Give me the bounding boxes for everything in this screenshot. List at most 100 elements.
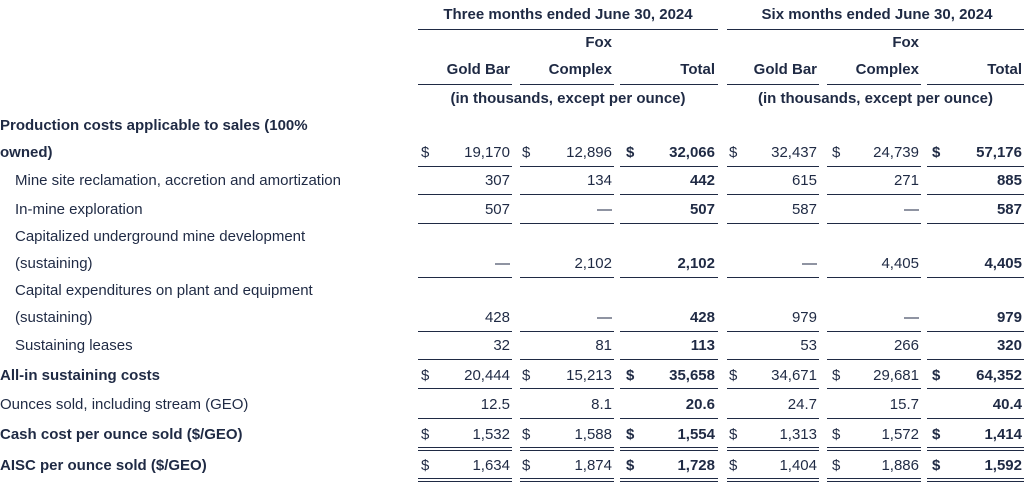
rule [927, 277, 1024, 278]
rule [418, 277, 512, 278]
divider [727, 29, 1024, 30]
row-label: (sustaining) [15, 309, 93, 327]
table-cell: 1,886 [839, 457, 919, 475]
rule [520, 223, 614, 224]
col-complex-s: Complex [827, 61, 919, 79]
rule [418, 418, 512, 419]
table-cell: 1,313 [737, 426, 817, 444]
table-cell: 53 [737, 337, 817, 355]
rule [620, 388, 718, 389]
currency-symbol: $ [626, 457, 634, 475]
double-rule [927, 481, 1024, 482]
rule [520, 277, 614, 278]
double-rule [520, 481, 614, 482]
rule [827, 388, 921, 389]
currency-symbol: $ [626, 144, 634, 162]
double-rule [520, 447, 614, 448]
col-total-s: Total [927, 61, 1022, 79]
double-rule [418, 478, 512, 479]
table-cell: 4,405 [942, 255, 1022, 273]
table-cell: — [737, 255, 817, 273]
currency-symbol: $ [522, 367, 530, 385]
double-rule [620, 447, 718, 448]
table-cell: 15.7 [839, 396, 919, 414]
table-cell: 1,728 [635, 457, 715, 475]
row-label: Production costs applicable to sales (10… [0, 117, 308, 135]
currency-symbol: $ [421, 144, 429, 162]
rule [418, 359, 512, 360]
rule [927, 418, 1024, 419]
table-cell: 885 [942, 172, 1022, 190]
rule [927, 359, 1024, 360]
rule [727, 359, 819, 360]
row-label: In-mine exploration [15, 201, 143, 219]
rule [520, 418, 614, 419]
double-rule [827, 478, 921, 479]
units-note-q: (in thousands, except per ounce) [418, 90, 718, 108]
currency-symbol: $ [932, 367, 940, 385]
col-goldbar-s: Gold Bar [727, 61, 817, 79]
table-cell: 4,405 [839, 255, 919, 273]
table-cell: 428 [635, 309, 715, 327]
table-cell: 1,572 [839, 426, 919, 444]
table-cell: — [532, 201, 612, 219]
currency-symbol: $ [626, 426, 634, 444]
table-cell: 32,437 [737, 144, 817, 162]
col-complex-q: Complex [520, 61, 612, 79]
table-cell: 32 [430, 337, 510, 355]
double-rule [727, 478, 819, 479]
rule [827, 418, 921, 419]
table-cell: 12,896 [532, 144, 612, 162]
table-cell: 271 [839, 172, 919, 190]
double-rule [620, 481, 718, 482]
table-cell: 979 [737, 309, 817, 327]
table-cell: 1,532 [430, 426, 510, 444]
table-cell: 1,588 [532, 426, 612, 444]
rule [520, 359, 614, 360]
rule [418, 194, 512, 195]
rule [927, 331, 1024, 332]
double-rule [520, 478, 614, 479]
currency-symbol: $ [522, 457, 530, 475]
table-cell: — [839, 201, 919, 219]
row-label: Capitalized underground mine development [15, 228, 305, 246]
double-rule [927, 447, 1024, 448]
table-cell: 2,102 [635, 255, 715, 273]
double-rule [927, 478, 1024, 479]
table-cell: 15,213 [532, 367, 612, 385]
table-cell: 19,170 [430, 144, 510, 162]
double-rule [520, 450, 614, 451]
row-label: Cash cost per ounce sold ($/GEO) [0, 426, 243, 444]
table-cell: 1,634 [430, 457, 510, 475]
rule [727, 277, 819, 278]
table-cell: 64,352 [942, 367, 1022, 385]
double-rule [827, 450, 921, 451]
rule [727, 388, 819, 389]
rule [520, 388, 614, 389]
rule [520, 166, 614, 167]
table-cell: 24,739 [839, 144, 919, 162]
rule [827, 277, 921, 278]
table-cell: — [839, 309, 919, 327]
rule [727, 223, 819, 224]
row-label: Capital expenditures on plant and equipm… [15, 282, 313, 300]
divider [418, 29, 718, 30]
table-cell: 34,671 [737, 367, 817, 385]
currency-symbol: $ [932, 426, 940, 444]
row-label: All-in sustaining costs [0, 367, 160, 385]
col-fox-s: Fox [827, 34, 919, 52]
table-cell: 29,681 [839, 367, 919, 385]
table-cell: 507 [430, 201, 510, 219]
rule [727, 166, 819, 167]
currency-symbol: $ [522, 426, 530, 444]
double-rule [620, 478, 718, 479]
table-cell: 1,554 [635, 426, 715, 444]
currency-symbol: $ [421, 457, 429, 475]
table-cell: 1,404 [737, 457, 817, 475]
rule [418, 166, 512, 167]
table-cell: 1,414 [942, 426, 1022, 444]
header-three-months: Three months ended June 30, 2024 [418, 6, 718, 24]
rule [927, 388, 1024, 389]
rule [620, 166, 718, 167]
table-cell: 587 [737, 201, 817, 219]
